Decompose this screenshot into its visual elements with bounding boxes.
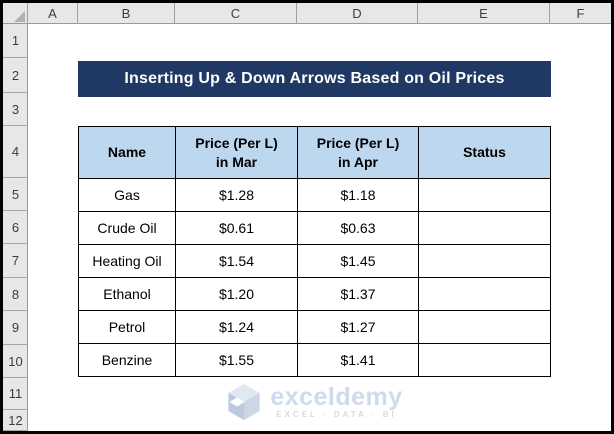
cell-status[interactable]	[418, 244, 551, 278]
cell-status[interactable]	[418, 310, 551, 344]
cell-name[interactable]: Benzine	[78, 343, 176, 377]
row-header-12[interactable]: 12	[3, 410, 28, 431]
cell-mar[interactable]: $1.55	[175, 343, 298, 377]
row-header-strip: 1 2 3 4 5 6 7 8 9 10 11 12	[3, 24, 28, 431]
exceldemy-tagline-text: EXCEL · DATA · BI	[276, 410, 397, 419]
column-header-e[interactable]: E	[418, 3, 550, 24]
row-header-10[interactable]: 10	[3, 345, 28, 378]
cell-mar[interactable]: $0.61	[175, 211, 298, 245]
row-header-6[interactable]: 6	[3, 211, 28, 244]
title-banner[interactable]: Inserting Up & Down Arrows Based on Oil …	[78, 61, 551, 97]
cell-apr[interactable]: $1.41	[297, 343, 419, 377]
header-line1: Name	[107, 144, 147, 161]
cell-name[interactable]: Gas	[78, 178, 176, 212]
cell-name[interactable]: Ethanol	[78, 277, 176, 311]
column-header-f[interactable]: F	[576, 6, 585, 21]
header-line1: Price (Per L)	[195, 134, 278, 151]
column-header-a[interactable]: A	[28, 3, 78, 24]
column-header-strip: A B C D E F	[3, 3, 611, 24]
cell-mar[interactable]: $1.24	[175, 310, 298, 344]
table-header-price-apr[interactable]: Price (Per L) in Apr	[297, 126, 419, 179]
cell-mar[interactable]: $1.28	[175, 178, 298, 212]
row-header-8[interactable]: 8	[3, 278, 28, 311]
table-row: Crude Oil $0.61 $0.63	[78, 211, 551, 245]
header-line1: Status	[463, 144, 506, 161]
cell-apr[interactable]: $1.45	[297, 244, 419, 278]
cell-mar[interactable]: $1.54	[175, 244, 298, 278]
row-header-5[interactable]: 5	[3, 178, 28, 211]
cell-apr[interactable]: $1.18	[297, 178, 419, 212]
exceldemy-cube-logo-icon	[228, 384, 260, 420]
cell-name[interactable]: Crude Oil	[78, 211, 176, 245]
cell-status[interactable]	[418, 178, 551, 212]
cell-status[interactable]	[418, 277, 551, 311]
table-row: Heating Oil $1.54 $1.45	[78, 244, 551, 278]
column-header-c[interactable]: C	[175, 3, 297, 24]
table-row: Gas $1.28 $1.18	[78, 178, 551, 212]
select-all-corner[interactable]	[3, 3, 28, 24]
cell-apr[interactable]: $0.63	[297, 211, 419, 245]
table-header-price-mar[interactable]: Price (Per L) in Mar	[175, 126, 298, 179]
table-row: Petrol $1.24 $1.27	[78, 310, 551, 344]
exceldemy-wordmark: exceldemy EXCEL · DATA · BI	[270, 383, 403, 420]
row-header-7[interactable]: 7	[3, 244, 28, 278]
header-line2: in Apr	[338, 153, 378, 170]
exceldemy-watermark: exceldemy EXCEL · DATA · BI	[78, 380, 550, 424]
table-header-status[interactable]: Status	[418, 126, 551, 179]
cell-mar[interactable]: $1.20	[175, 277, 298, 311]
row-header-3[interactable]: 3	[3, 93, 28, 126]
cell-apr[interactable]: $1.27	[297, 310, 419, 344]
row-header-11[interactable]: 11	[3, 378, 28, 410]
cell-name[interactable]: Heating Oil	[78, 244, 176, 278]
exceldemy-brand-text: exceldemy	[270, 383, 403, 411]
table-row: Ethanol $1.20 $1.37	[78, 277, 551, 311]
row-header-4[interactable]: 4	[3, 126, 28, 178]
column-header-d[interactable]: D	[297, 3, 418, 24]
table-header-name[interactable]: Name	[78, 126, 176, 179]
table-header-row: Name Price (Per L) in Mar Price (Per L) in…	[78, 126, 551, 179]
row-header-9[interactable]: 9	[3, 311, 28, 345]
cell-name[interactable]: Petrol	[78, 310, 176, 344]
row-header-2[interactable]: 2	[3, 58, 28, 93]
column-header-b[interactable]: B	[78, 3, 175, 24]
header-line2: in Mar	[215, 153, 258, 170]
cell-status[interactable]	[418, 343, 551, 377]
select-all-triangle-icon	[14, 11, 25, 22]
row-header-1[interactable]: 1	[3, 24, 28, 58]
cell-apr[interactable]: $1.37	[297, 277, 419, 311]
cell-status[interactable]	[418, 211, 551, 245]
price-table: Name Price (Per L) in Mar Price (Per L) in…	[78, 126, 551, 377]
header-line1: Price (Per L)	[316, 134, 400, 151]
table-row: Benzine $1.55 $1.41	[78, 343, 551, 377]
